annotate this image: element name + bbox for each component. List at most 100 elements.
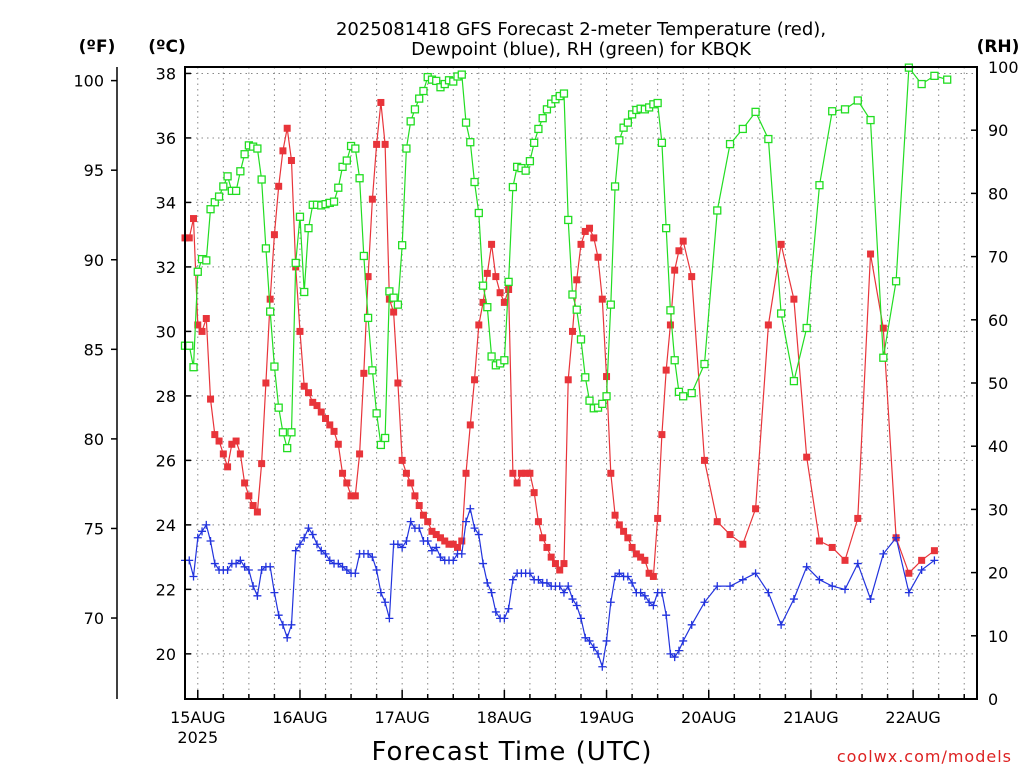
- rh-point: [372, 409, 381, 418]
- dewpoint-point: [487, 588, 496, 597]
- dewpoint-point: [802, 562, 811, 571]
- rh-point: [930, 71, 939, 80]
- rh-point: [700, 359, 709, 369]
- temperature-point: [930, 547, 938, 555]
- dewpoint-point: [351, 569, 360, 578]
- fahrenheit-unit-label: (ºF): [79, 37, 116, 57]
- dewpoint-point: [185, 556, 194, 565]
- dewpoint-point: [525, 569, 534, 578]
- temperature-point: [658, 431, 666, 439]
- temperature-point: [534, 518, 542, 526]
- dewpoint-point: [568, 595, 577, 604]
- temperature-point: [688, 273, 696, 281]
- dewpoint-point: [423, 537, 432, 545]
- date-tick-label: 22AUG: [885, 708, 940, 727]
- dewpoint-point: [202, 520, 211, 529]
- rh-point: [266, 307, 275, 316]
- rh-point: [666, 306, 675, 315]
- fahrenheit-tick-label: 80: [84, 430, 104, 449]
- dewpoint-point: [253, 591, 262, 600]
- dewpoint-point: [645, 598, 654, 607]
- dewpoint-point: [615, 569, 624, 578]
- dewpoint-point: [415, 524, 424, 533]
- dewpoint-point: [244, 566, 253, 575]
- rh-point: [891, 277, 901, 286]
- temperature-point: [194, 321, 202, 329]
- rh-point: [802, 323, 811, 333]
- temperature-point: [628, 543, 636, 551]
- temperature-point: [262, 379, 270, 387]
- celsius-tick-label: 28: [156, 387, 176, 406]
- series-layer: [180, 63, 952, 671]
- dewpoint-point: [917, 566, 926, 575]
- dewpoint-point: [815, 575, 824, 584]
- temperature-point: [390, 308, 398, 316]
- rh-point: [287, 428, 296, 437]
- rh-point: [610, 182, 620, 191]
- temperature-point: [666, 321, 674, 329]
- rh-point: [385, 287, 394, 296]
- date-tick-label: 20AUG: [681, 708, 736, 727]
- celsius-unit-label: (ºC): [148, 37, 186, 57]
- rh-point: [376, 440, 386, 450]
- dewpoint-point: [304, 524, 313, 533]
- rh-point: [380, 433, 390, 443]
- temperature-point: [326, 421, 334, 429]
- temperature-point: [219, 450, 227, 458]
- dewpoint-point: [666, 649, 675, 658]
- rh-point: [278, 428, 288, 437]
- temperature-point: [513, 479, 521, 487]
- temperature-point: [764, 321, 772, 329]
- rh-point: [206, 205, 215, 214]
- dewpoint-point: [466, 504, 475, 513]
- rh-point: [653, 98, 662, 108]
- dewpoint-point: [504, 604, 513, 613]
- temperature-point: [241, 479, 249, 487]
- temperature-point: [283, 124, 291, 132]
- temperature-point: [466, 421, 474, 429]
- temperature-point: [330, 427, 338, 435]
- temperature-point: [462, 469, 470, 477]
- temperature-point: [586, 224, 594, 232]
- dewpoint-point: [470, 524, 479, 533]
- temperature-point: [211, 431, 219, 439]
- dewpoint-point: [598, 662, 607, 671]
- temperature-point: [347, 492, 355, 500]
- rh-point: [291, 258, 300, 268]
- dewpoint-point: [904, 588, 913, 597]
- dewpoint-point: [206, 537, 215, 545]
- rh-point: [615, 136, 624, 145]
- dewpoint-point: [777, 620, 786, 629]
- dewpoint-point: [368, 553, 377, 562]
- dewpoint-point: [674, 646, 683, 655]
- rh-point: [564, 215, 573, 225]
- rh-point: [866, 115, 875, 125]
- rh-point: [478, 281, 488, 290]
- rh-point: [406, 117, 415, 126]
- rh-point: [542, 105, 552, 114]
- rh-point: [572, 305, 581, 314]
- rh-point: [393, 300, 403, 309]
- rh-point: [623, 118, 632, 127]
- rh-point: [853, 96, 862, 105]
- temperature-point: [279, 147, 287, 155]
- dewpoint-point: [581, 633, 590, 642]
- temperature-point: [752, 505, 760, 513]
- dewpoint-point: [623, 572, 632, 581]
- dewpoint-point: [287, 620, 296, 629]
- temperature-point: [624, 534, 632, 542]
- dewpoint-point: [393, 540, 402, 549]
- temperature-point: [726, 531, 734, 539]
- celsius-tick-label: 22: [156, 580, 176, 599]
- dewpoint-point: [236, 556, 245, 565]
- rh-point: [283, 443, 292, 453]
- temperature-point: [441, 537, 449, 545]
- dewpoint-point: [602, 636, 611, 645]
- dewpoint-point: [892, 533, 901, 542]
- temperature-point: [803, 453, 811, 461]
- temperature-point: [475, 321, 483, 329]
- temperature-point: [419, 511, 427, 519]
- temperature-point: [343, 479, 351, 487]
- dewpoint-point: [649, 601, 658, 610]
- temperature-point: [598, 295, 606, 303]
